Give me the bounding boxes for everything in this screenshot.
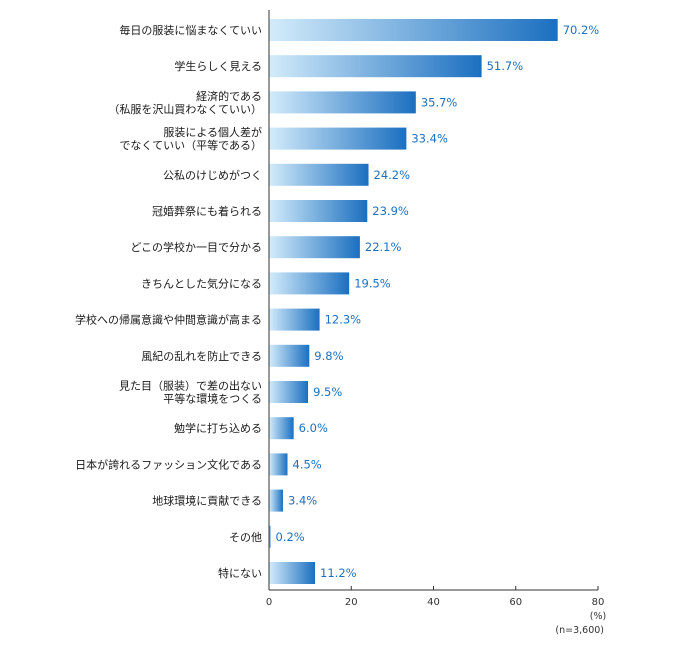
category-label: 服装による個人差がでなくていい（平等である） [119,125,262,152]
value-label: 51.7% [487,59,524,73]
x-tick-label: 60 [509,597,522,608]
category-label: その他 [229,531,262,544]
category-label: きちんとした気分になる [141,276,262,290]
bars-layer: 毎日の服装に悩まなくていい 70.2% 学生らしく見える 51.7% 経済的である（私服… [75,19,599,584]
bar [269,272,350,295]
category-label: 見た目（服装）で差の出ない平等な環境をつくる [119,379,262,406]
value-label: 3.4% [288,494,317,508]
category-label: 毎日の服装に悩まなくていい [119,23,262,37]
value-label: 11.2% [320,566,357,580]
category-label-line: でなくていい（平等である） [119,138,262,152]
sample-size-label: (n=3,600) [555,625,604,636]
bar [269,308,320,331]
value-label: 12.3% [325,313,362,327]
bar [269,55,482,78]
value-label: 24.2% [374,168,411,182]
bar [269,453,288,476]
category-label: 学校への帰属意識や仲間意識が高まる [75,313,262,327]
x-tick-label: 40 [427,597,440,608]
bar [269,200,368,222]
value-label: 6.0% [299,421,328,435]
category-label: 公私のけじめがつく [163,168,262,182]
category-label: 学生らしく見える [174,59,262,73]
category-label-line: 公私のけじめがつく [163,168,262,182]
category-label-line: 学校への帰属意識や仲間意識が高まる [75,313,262,327]
category-label-line: 風紀の乱れを防止できる [141,349,262,363]
category-label-line: 学生らしく見える [174,59,262,73]
category-label-line: 日本が誇れるファッション文化である [75,457,262,471]
bar [269,525,271,548]
value-label: 19.5% [354,276,391,290]
value-label: 9.5% [313,385,342,399]
category-label-line: 特にない [218,566,262,580]
category-label-line: 地球環境に貢献できる [152,494,262,508]
x-axis: 0 20 40 60 80 (%) (n=3,600) [266,10,606,636]
bar [269,127,407,150]
category-label: 特にない [218,566,262,580]
category-label-line: 見た目（服装）で差の出ない [119,379,262,393]
category-label: 勉学に打ち込める [174,421,262,435]
x-tick-label: 80 [592,597,605,608]
category-label: どこの学校か一目で分かる [130,240,262,254]
category-label: 地球環境に貢献できる [152,494,262,508]
value-label: 9.8% [314,349,343,363]
bar [269,91,416,114]
category-label-line: きちんとした気分になる [141,276,262,290]
category-label: 冠婚葬祭にも着られる [152,204,262,218]
category-label-line: 冠婚葬祭にも着られる [152,204,262,218]
bar [269,562,316,584]
bar [269,417,294,440]
x-tick-label: 0 [266,597,272,608]
bar [269,489,283,512]
category-label: 風紀の乱れを防止できる [141,349,262,363]
value-label: 23.9% [372,204,409,218]
bar [269,381,309,403]
category-label-line: 平等な環境をつくる [163,392,262,406]
category-label-line: 経済的である [196,89,262,103]
value-label: 22.1% [365,240,402,254]
bar [269,163,369,186]
category-label-line: 服装による個人差が [163,125,262,139]
value-label: 35.7% [421,95,458,109]
value-label: 33.4% [411,132,448,146]
bar [269,236,360,259]
category-label-line: 毎日の服装に悩まなくていい [119,23,262,37]
category-label-line: どこの学校か一目で分かる [130,240,262,254]
category-label: 日本が誇れるファッション文化である [75,457,262,471]
unit-label: (%) [590,611,606,622]
category-label-line: その他 [229,531,262,544]
bar [269,344,310,367]
value-label: 4.5% [293,457,322,471]
value-label: 70.2% [563,23,600,37]
value-label: 0.2% [276,530,305,544]
x-tick-label: 20 [345,597,358,608]
category-label: 経済的である（私服を沢山買わなくていい） [108,89,262,116]
category-label-line: 勉学に打ち込める [174,421,262,435]
bar [269,19,558,41]
category-label-line: （私服を沢山買わなくていい） [108,102,262,116]
